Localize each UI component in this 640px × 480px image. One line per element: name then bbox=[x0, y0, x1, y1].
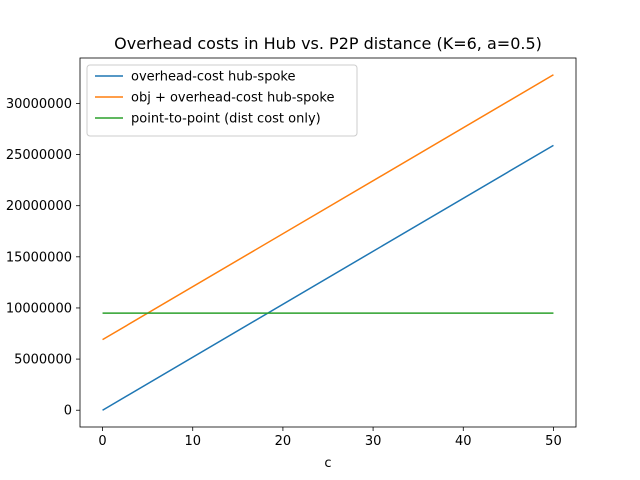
plot-frame bbox=[79, 57, 577, 428]
x-tick-label: 0 bbox=[98, 434, 106, 449]
axes-layer: 0 10 20 30 40 50 0 5000000 10000000 15000000 20000… bbox=[6, 57, 577, 449]
y-tick-label: 20000000 bbox=[6, 199, 72, 214]
x-tick-label: 20 bbox=[275, 434, 292, 449]
y-tick-label: 0 bbox=[64, 404, 72, 419]
legend-label-3: point-to-point (dist cost only) bbox=[131, 112, 321, 127]
x-tick-label: 40 bbox=[455, 434, 472, 449]
legend-box bbox=[86, 64, 358, 137]
series-line-2 bbox=[102, 74, 554, 341]
legend: overhead-cost hub-spoke obj + overhead-co… bbox=[86, 64, 358, 137]
legend-label-1: overhead-cost hub-spoke bbox=[131, 70, 295, 85]
y-tick-label: 25000000 bbox=[6, 148, 72, 163]
legend-label-2: obj + overhead-cost hub-spoke bbox=[131, 91, 334, 106]
x-tick-label: 30 bbox=[365, 434, 382, 449]
x-tick-label: 50 bbox=[545, 434, 562, 449]
x-axis-label: c bbox=[324, 456, 331, 471]
chart-title: Overhead costs in Hub vs. P2P distance (… bbox=[114, 34, 542, 53]
series-line-1 bbox=[102, 144, 554, 411]
y-tick-label: 5000000 bbox=[14, 353, 72, 368]
x-tick-label: 10 bbox=[184, 434, 201, 449]
y-tick-label: 15000000 bbox=[6, 250, 72, 265]
y-tick-label: 30000000 bbox=[6, 97, 72, 112]
y-tick-label: 10000000 bbox=[6, 301, 72, 316]
series-layer bbox=[102, 74, 554, 411]
